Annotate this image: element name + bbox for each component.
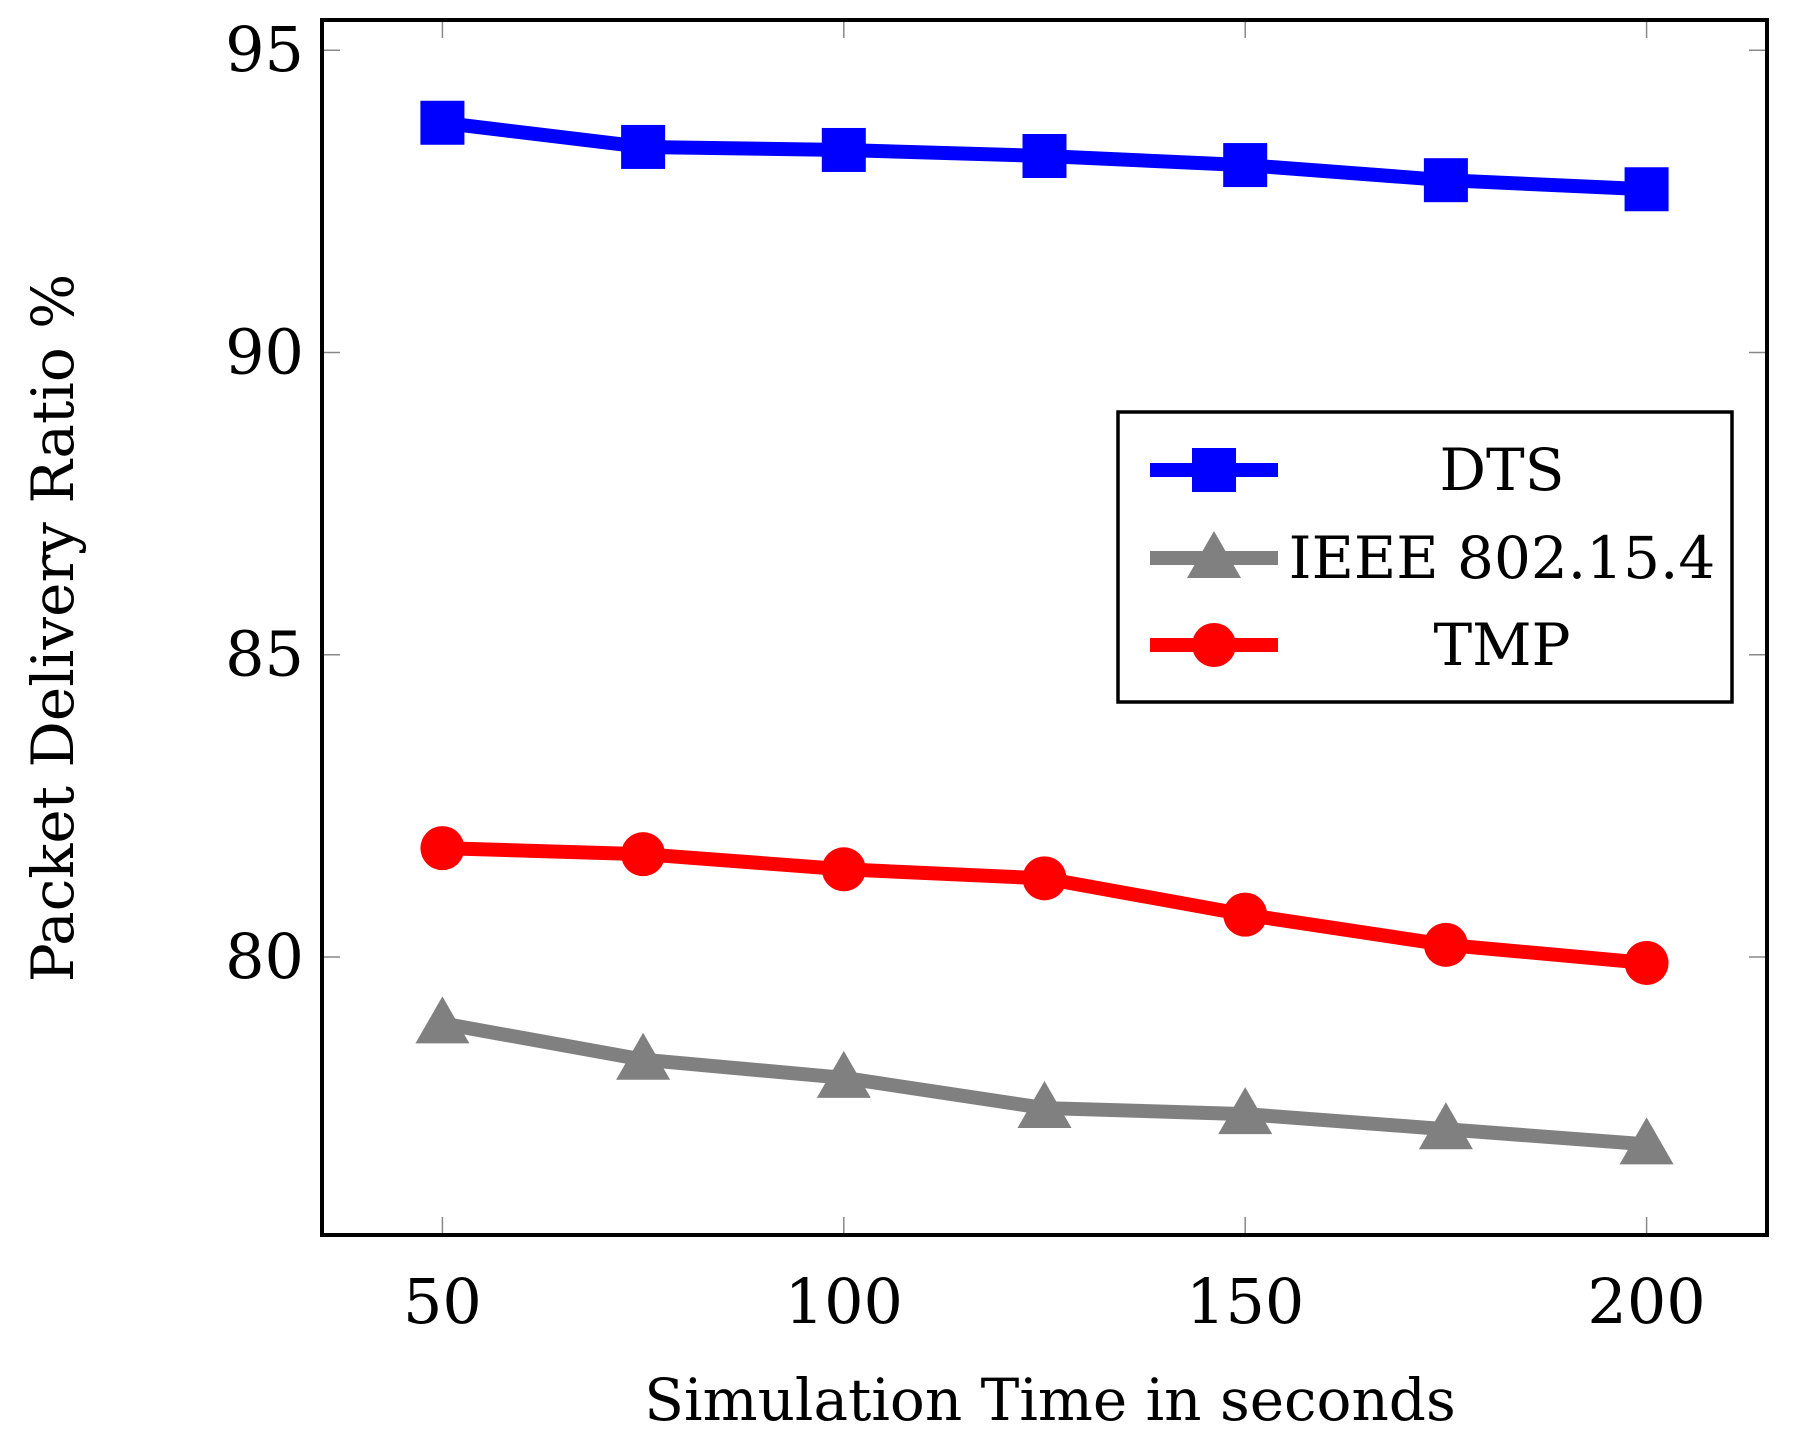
legend-marker — [1187, 531, 1241, 578]
data-point — [1022, 856, 1067, 901]
legend-marker — [1192, 448, 1236, 492]
series-ieee-802-15-4 — [415, 996, 1674, 1165]
tick-marks — [322, 20, 1767, 1235]
data-point — [1223, 892, 1268, 937]
series-tmp — [420, 826, 1669, 985]
x-tick-label: 100 — [785, 1265, 903, 1338]
legend: DTS IEEE 802.15.4 TMP — [1116, 410, 1734, 704]
y-tick-label: 90 — [225, 315, 304, 388]
data-point — [1418, 1102, 1473, 1150]
legend-label: IEEE 802.15.4 — [1289, 524, 1716, 592]
legend-item: IEEE 802.15.4 — [1150, 524, 1715, 592]
legend-label: TMP — [1433, 611, 1570, 679]
x-tick-label: 50 — [403, 1265, 482, 1338]
data-point — [1017, 1081, 1072, 1129]
tick-labels: 50 100 150 200 80 85 90 95 — [225, 13, 1706, 1338]
data-point — [621, 832, 666, 877]
data-point — [616, 1032, 671, 1080]
series-dts — [420, 100, 1669, 212]
data-point — [1223, 143, 1268, 188]
plot-frame — [320, 18, 1769, 1237]
x-tick-label: 200 — [1587, 1265, 1705, 1338]
y-tick-label: 80 — [225, 920, 304, 993]
data-point — [821, 847, 866, 892]
legend-marker — [1192, 623, 1236, 667]
data-point — [621, 124, 666, 169]
series-layer — [415, 100, 1674, 1165]
data-point — [1218, 1087, 1273, 1135]
data-point — [1624, 940, 1669, 985]
x-axis-label: Simulation Time in seconds — [644, 1366, 1455, 1434]
y-tick-label: 95 — [225, 13, 304, 86]
data-point — [420, 100, 465, 145]
data-point — [1022, 134, 1067, 179]
data-point — [821, 127, 866, 172]
x-tick-label: 150 — [1186, 1265, 1304, 1338]
data-point — [816, 1050, 871, 1098]
legend-items: DTS IEEE 802.15.4 TMP — [1150, 436, 1715, 679]
legend-item: DTS — [1150, 436, 1564, 504]
data-point — [420, 826, 465, 871]
data-point — [415, 996, 470, 1044]
data-point — [1619, 1117, 1674, 1165]
legend-item: TMP — [1150, 611, 1571, 679]
y-tick-label: 85 — [225, 618, 304, 691]
legend-label: DTS — [1440, 436, 1565, 504]
y-axis-label: Packet Delivery Ratio % — [19, 274, 87, 983]
data-point — [1624, 167, 1669, 212]
data-point — [1423, 922, 1468, 967]
data-point — [1423, 158, 1468, 203]
